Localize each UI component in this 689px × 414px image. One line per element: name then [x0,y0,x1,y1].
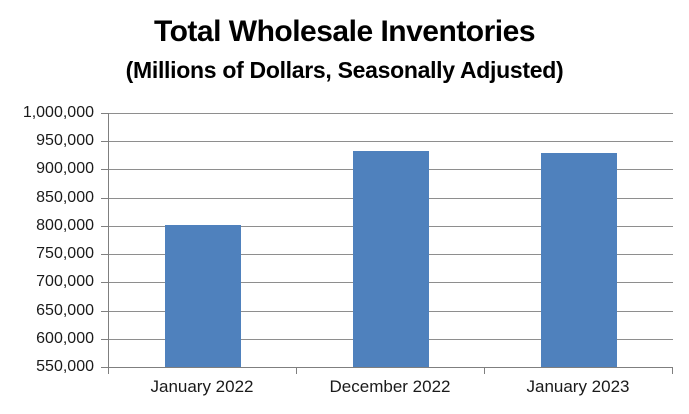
x-label-january-2023: January 2023 [526,377,630,396]
y-tick-650000 [101,311,108,312]
y-tick-label-850000: 850,000 [36,189,94,206]
y-tick-label-700000: 700,000 [36,273,94,290]
y-tick-900000 [101,169,108,170]
y-tick-800000 [101,226,108,227]
y-tick-550000 [101,367,108,368]
y-tick-700000 [101,282,108,283]
x-tick-1 [296,368,297,374]
y-tick-label-600000: 600,000 [36,330,94,347]
x-tick-3 [672,368,673,374]
x-label-december-2022: December 2022 [329,377,451,396]
y-tick-950000 [101,141,108,142]
y-tick-750000 [101,254,108,255]
x-label-january-2022: January 2022 [150,377,254,396]
y-tick-label-1000000: 1,000,000 [22,104,94,121]
chart-subtitle: (Millions of Dollars, Seasonally Adjuste… [125,57,564,83]
bar-december-2022 [353,151,429,367]
y-tick-600000 [101,339,108,340]
y-tick-label-800000: 800,000 [36,217,94,234]
y-tick-label-650000: 650,000 [36,302,94,319]
y-tick-label-900000: 900,000 [36,160,94,177]
bar-january-2023 [541,153,617,367]
y-tick-label-750000: 750,000 [36,245,94,262]
plot-area [108,113,673,368]
x-tick-0 [108,368,109,374]
chart-title: Total Wholesale Inventories [153,15,536,48]
y-tick-850000 [101,198,108,199]
y-tick-1000000 [101,113,108,114]
x-tick-2 [484,368,485,374]
y-tick-label-950000: 950,000 [36,132,94,149]
bar-january-2022 [165,225,241,367]
gridline-950000 [109,141,673,142]
y-tick-label-550000: 550,000 [36,358,94,375]
gridline-1000000 [109,113,673,114]
